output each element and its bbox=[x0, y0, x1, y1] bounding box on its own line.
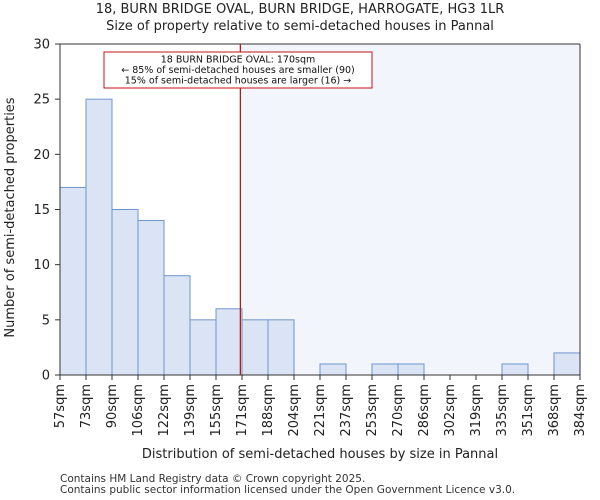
chart-subtitle: Size of property relative to semi-detach… bbox=[106, 19, 494, 34]
histogram-bar bbox=[215, 308, 243, 376]
histogram-bar bbox=[111, 209, 139, 376]
footer-copyright: Contains HM Land Registry data © Crown c… bbox=[60, 473, 366, 485]
x-tick-label: 171sqm bbox=[235, 384, 250, 437]
y-tick-label: 30 bbox=[33, 38, 50, 53]
y-tick-label: 10 bbox=[33, 258, 50, 273]
x-tick-label: 351sqm bbox=[521, 384, 536, 437]
histogram-bar bbox=[553, 352, 581, 376]
x-tick-label: 122sqm bbox=[157, 384, 172, 437]
x-tick-label: 90sqm bbox=[105, 384, 120, 428]
x-tick-label: 204sqm bbox=[287, 384, 302, 437]
chart-title-address: 18, BURN BRIDGE OVAL, BURN BRIDGE, HARRO… bbox=[95, 2, 505, 17]
histogram-bar bbox=[59, 186, 87, 376]
histogram-bar bbox=[319, 363, 347, 376]
x-tick-label: 335sqm bbox=[495, 384, 510, 437]
x-tick-label: 73sqm bbox=[79, 384, 94, 428]
x-tick-label: 57sqm bbox=[53, 384, 68, 428]
annotation-smaller: ← 85% of semi-detached houses are smalle… bbox=[121, 65, 355, 76]
x-tick-label: 106sqm bbox=[131, 384, 146, 437]
histogram-bar bbox=[241, 319, 269, 376]
histogram-bar bbox=[85, 98, 113, 376]
y-tick-label: 20 bbox=[33, 148, 50, 163]
histogram-bar bbox=[501, 363, 529, 376]
x-tick-label: 286sqm bbox=[417, 384, 432, 437]
y-tick-label: 5 bbox=[42, 313, 50, 328]
histogram-bar bbox=[189, 319, 217, 376]
x-tick-label: 237sqm bbox=[339, 384, 354, 437]
x-tick-label: 319sqm bbox=[469, 384, 484, 437]
histogram-bar bbox=[397, 363, 425, 376]
x-tick-label: 368sqm bbox=[547, 384, 562, 437]
histogram-bar bbox=[137, 220, 165, 376]
histogram-bar bbox=[163, 275, 191, 376]
annotation-box bbox=[103, 51, 373, 89]
highlight-region bbox=[242, 44, 580, 375]
y-tick-label: 0 bbox=[42, 369, 50, 384]
x-tick-label: 155sqm bbox=[209, 384, 224, 437]
x-axis-title: Distribution of semi-detached houses by … bbox=[142, 447, 498, 462]
x-tick-label: 139sqm bbox=[183, 384, 198, 437]
x-tick-label: 188sqm bbox=[261, 384, 276, 437]
footer-licence: Contains public sector information licen… bbox=[60, 484, 516, 496]
x-tick-label: 221sqm bbox=[313, 384, 328, 437]
annotation-title: 18 BURN BRIDGE OVAL: 170sqm bbox=[161, 55, 316, 66]
histogram-bar bbox=[371, 363, 399, 376]
y-tick-label: 15 bbox=[33, 203, 50, 218]
x-tick-label: 384sqm bbox=[573, 384, 588, 437]
x-tick-label: 302sqm bbox=[443, 384, 458, 437]
x-tick-label: 253sqm bbox=[365, 384, 380, 437]
y-tick-label: 25 bbox=[33, 93, 50, 108]
x-tick-label: 270sqm bbox=[391, 384, 406, 437]
histogram-bar bbox=[267, 319, 295, 376]
annotation-larger: 15% of semi-detached houses are larger (… bbox=[125, 76, 352, 87]
y-axis-title: Number of semi-detached properties bbox=[3, 97, 18, 337]
